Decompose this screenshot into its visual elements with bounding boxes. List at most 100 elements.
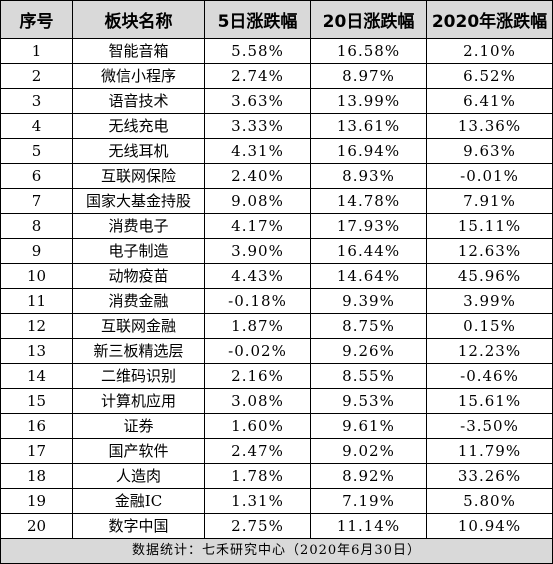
cell-20d-change: 13.61% <box>310 113 427 139</box>
table-row: 13 新三板精选层 -0.02% 9.26% 12.23% <box>0 338 553 364</box>
table-row: 1 智能音箱 5.58% 16.58% 2.10% <box>0 38 553 64</box>
cell-sector-name: 新三板精选层 <box>72 338 205 364</box>
cell-2020-change: 7.91% <box>426 188 553 214</box>
cell-5d-change: 3.08% <box>204 388 311 414</box>
cell-index: 18 <box>0 463 73 489</box>
cell-index: 6 <box>0 163 73 189</box>
cell-2020-change: 6.41% <box>426 88 553 114</box>
cell-5d-change: 3.90% <box>204 238 311 264</box>
cell-index: 15 <box>0 388 73 414</box>
cell-sector-name: 国家大基金持股 <box>72 188 205 214</box>
cell-5d-change: 4.17% <box>204 213 311 239</box>
cell-20d-change: 9.39% <box>310 288 427 314</box>
table-row: 4 无线充电 3.33% 13.61% 13.36% <box>0 113 553 139</box>
cell-2020-change: 12.23% <box>426 338 553 364</box>
cell-2020-change: 10.94% <box>426 513 553 539</box>
cell-5d-change: 1.60% <box>204 413 311 439</box>
cell-sector-name: 人造肉 <box>72 463 205 489</box>
cell-index: 1 <box>0 38 73 64</box>
cell-index: 8 <box>0 213 73 239</box>
cell-5d-change: 2.75% <box>204 513 311 539</box>
table-row: 2 微信小程序 2.74% 8.97% 6.52% <box>0 63 553 89</box>
cell-sector-name: 微信小程序 <box>72 63 205 89</box>
cell-index: 16 <box>0 413 73 439</box>
cell-index: 2 <box>0 63 73 89</box>
cell-2020-change: 11.79% <box>426 438 553 464</box>
cell-sector-name: 语音技术 <box>72 88 205 114</box>
cell-20d-change: 9.61% <box>310 413 427 439</box>
table-row: 11 消费金融 -0.18% 9.39% 3.99% <box>0 288 553 314</box>
cell-20d-change: 8.93% <box>310 163 427 189</box>
cell-5d-change: 1.31% <box>204 488 311 514</box>
cell-index: 9 <box>0 238 73 264</box>
header-2020-change: 2020年涨跌幅 <box>426 0 553 39</box>
header-20d-change: 20日涨跌幅 <box>310 0 427 39</box>
cell-2020-change: 5.80% <box>426 488 553 514</box>
table-row: 9 电子制造 3.90% 16.44% 12.63% <box>0 238 553 264</box>
cell-index: 17 <box>0 438 73 464</box>
cell-20d-change: 8.75% <box>310 313 427 339</box>
cell-sector-name: 无线充电 <box>72 113 205 139</box>
cell-2020-change: 13.36% <box>426 113 553 139</box>
table-row: 16 证券 1.60% 9.61% -3.50% <box>0 413 553 439</box>
cell-5d-change: 2.47% <box>204 438 311 464</box>
footer-row: 数据统计：七禾研究中心（2020年6月30日） <box>0 538 553 564</box>
cell-sector-name: 金融IC <box>72 488 205 514</box>
cell-2020-change: 12.63% <box>426 238 553 264</box>
cell-index: 12 <box>0 313 73 339</box>
cell-5d-change: 2.74% <box>204 63 311 89</box>
cell-index: 4 <box>0 113 73 139</box>
cell-20d-change: 9.26% <box>310 338 427 364</box>
cell-sector-name: 消费金融 <box>72 288 205 314</box>
header-5d-change: 5日涨跌幅 <box>204 0 311 39</box>
table-body: 1 智能音箱 5.58% 16.58% 2.10% 2 微信小程序 2.74% 8.97% 6.5… <box>0 38 553 539</box>
cell-2020-change: -0.46% <box>426 363 553 389</box>
cell-index: 11 <box>0 288 73 314</box>
cell-2020-change: 15.61% <box>426 388 553 414</box>
data-source-note: 数据统计：七禾研究中心（2020年6月30日） <box>0 538 553 564</box>
cell-5d-change: 3.33% <box>204 113 311 139</box>
cell-sector-name: 电子制造 <box>72 238 205 264</box>
cell-index: 19 <box>0 488 73 514</box>
cell-index: 7 <box>0 188 73 214</box>
cell-index: 14 <box>0 363 73 389</box>
cell-5d-change: -0.18% <box>204 288 311 314</box>
cell-sector-name: 无线耳机 <box>72 138 205 164</box>
cell-2020-change: 9.63% <box>426 138 553 164</box>
cell-sector-name: 互联网金融 <box>72 313 205 339</box>
cell-20d-change: 9.53% <box>310 388 427 414</box>
cell-sector-name: 计算机应用 <box>72 388 205 414</box>
cell-sector-name: 证券 <box>72 413 205 439</box>
table-row: 19 金融IC 1.31% 7.19% 5.80% <box>0 488 553 514</box>
table-row: 8 消费电子 4.17% 17.93% 15.11% <box>0 213 553 239</box>
cell-20d-change: 16.94% <box>310 138 427 164</box>
cell-5d-change: 1.87% <box>204 313 311 339</box>
cell-20d-change: 16.58% <box>310 38 427 64</box>
cell-2020-change: 15.11% <box>426 213 553 239</box>
cell-20d-change: 11.14% <box>310 513 427 539</box>
table-row: 14 二维码识别 2.16% 8.55% -0.46% <box>0 363 553 389</box>
table-row: 17 国产软件 2.47% 9.02% 11.79% <box>0 438 553 464</box>
cell-20d-change: 14.78% <box>310 188 427 214</box>
cell-5d-change: 9.08% <box>204 188 311 214</box>
cell-index: 3 <box>0 88 73 114</box>
table-row: 6 互联网保险 2.40% 8.93% -0.01% <box>0 163 553 189</box>
cell-20d-change: 7.19% <box>310 488 427 514</box>
cell-2020-change: 0.15% <box>426 313 553 339</box>
header-row: 序号 板块名称 5日涨跌幅 20日涨跌幅 2020年涨跌幅 <box>0 0 553 39</box>
cell-2020-change: 45.96% <box>426 263 553 289</box>
cell-2020-change: -3.50% <box>426 413 553 439</box>
cell-20d-change: 9.02% <box>310 438 427 464</box>
cell-sector-name: 动物疫苗 <box>72 263 205 289</box>
cell-2020-change: 3.99% <box>426 288 553 314</box>
cell-2020-change: 6.52% <box>426 63 553 89</box>
cell-20d-change: 16.44% <box>310 238 427 264</box>
table-row: 5 无线耳机 4.31% 16.94% 9.63% <box>0 138 553 164</box>
cell-sector-name: 国产软件 <box>72 438 205 464</box>
header-sector-name: 板块名称 <box>72 0 205 39</box>
cell-index: 20 <box>0 513 73 539</box>
cell-20d-change: 17.93% <box>310 213 427 239</box>
cell-sector-name: 二维码识别 <box>72 363 205 389</box>
table-row: 12 互联网金融 1.87% 8.75% 0.15% <box>0 313 553 339</box>
